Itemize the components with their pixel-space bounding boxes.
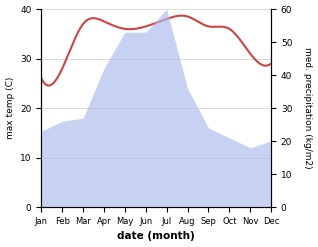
Y-axis label: max temp (C): max temp (C) xyxy=(5,77,15,139)
Y-axis label: med. precipitation (kg/m2): med. precipitation (kg/m2) xyxy=(303,47,313,169)
X-axis label: date (month): date (month) xyxy=(117,231,195,242)
